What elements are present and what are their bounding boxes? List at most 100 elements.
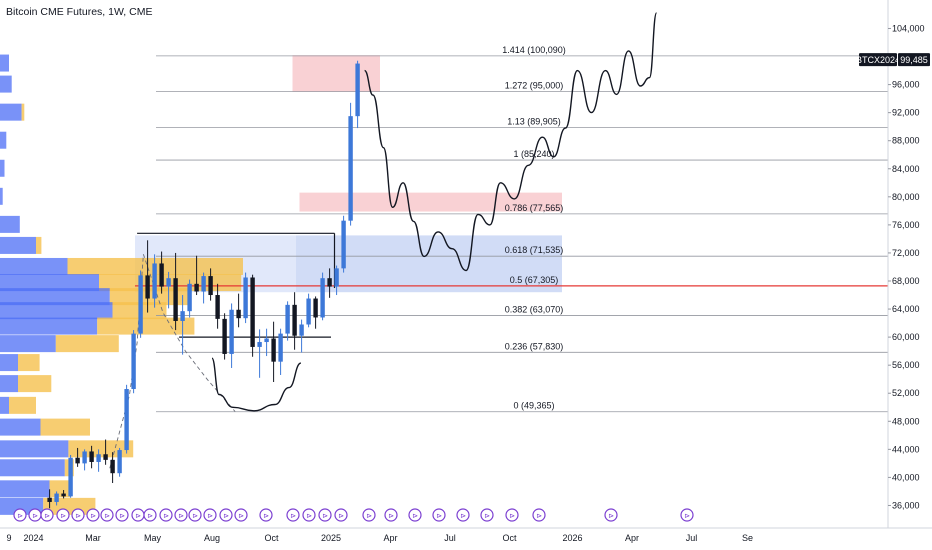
supply-zone-0 [292,55,380,92]
event-marker[interactable]: ⊳ [28,508,42,522]
event-marker[interactable]: ⊳ [362,508,376,522]
event-marker[interactable]: ⊳ [384,508,398,522]
event-marker[interactable]: ⊳ [532,508,546,522]
candle-body [96,454,101,462]
fib-label-1.272: 1.272 (95,000) [505,81,564,91]
chart-title: Bitcoin CME Futures, 1W, CME [6,6,153,18]
profile-bar-yellow [97,317,195,335]
candle-body [257,342,262,347]
event-marker[interactable]: ⊳ [680,508,694,522]
event-marker[interactable]: ⊳ [131,508,145,522]
event-marker[interactable]: ⊳ [505,508,519,522]
x-tick-label: Oct [264,533,279,543]
event-marker[interactable]: ⊳ [203,508,217,522]
event-marker[interactable]: ⊳ [188,508,202,522]
event-marker-symbol: ⊳ [290,512,296,520]
profile-bar-blue [0,257,68,275]
event-marker[interactable]: ⊳ [432,508,446,522]
x-tick-label: 2025 [321,533,341,543]
event-marker-symbol: ⊳ [44,512,50,520]
y-tick-label: 76,000 [892,220,920,230]
candle-body [355,63,360,117]
event-marker[interactable]: ⊳ [259,508,273,522]
event-marker[interactable]: ⊳ [40,508,54,522]
event-marker-symbol: ⊳ [608,512,614,520]
event-marker[interactable]: ⊳ [115,508,129,522]
event-marker[interactable]: ⊳ [302,508,316,522]
candle-body [194,283,199,292]
candle-body [313,298,318,318]
x-tick-label: May [144,533,162,543]
candle-body [75,457,80,464]
profile-bar-yellow [21,103,25,121]
event-marker-symbol: ⊳ [412,512,418,520]
event-marker[interactable]: ⊳ [13,508,27,522]
event-marker[interactable]: ⊳ [234,508,248,522]
event-marker-symbol: ⊳ [75,512,81,520]
profile-bar-yellow [109,288,191,306]
candle-body [124,389,129,451]
candle-body [89,451,94,462]
event-marker[interactable]: ⊳ [219,508,233,522]
candle-body [299,324,304,336]
candle-body [110,459,115,474]
profile-bar-yellow [49,480,72,498]
x-tick-label: Oct [502,533,517,543]
event-marker[interactable]: ⊳ [56,508,70,522]
event-marker[interactable]: ⊳ [159,508,173,522]
profile-bar-yellow [9,396,36,414]
profile-bar-blue [0,354,18,372]
profile-bar-blue [0,396,9,414]
event-marker[interactable]: ⊳ [334,508,348,522]
profile-bar-yellow [40,418,90,436]
profile-bar-yellow [18,354,40,372]
profile-bar-blue [0,480,50,498]
candle-body [222,318,227,354]
event-marker[interactable]: ⊳ [143,508,157,522]
event-marker-symbol: ⊳ [207,512,213,520]
candle-body [152,263,157,299]
profile-bar-blue [0,54,9,72]
profile-bar-blue [0,459,65,477]
event-marker-symbol: ⊳ [104,512,110,520]
candle-body [166,278,171,287]
event-marker-symbol: ⊳ [684,512,690,520]
last-price-tag: 99,485 [898,53,930,67]
candle-body [68,457,73,497]
x-tick-label: Jul [444,533,456,543]
candle-body [250,277,255,347]
event-marker[interactable]: ⊳ [71,508,85,522]
y-tick-label: 92,000 [892,108,920,118]
event-marker[interactable]: ⊳ [480,508,494,522]
event-marker[interactable]: ⊳ [86,508,100,522]
event-marker[interactable]: ⊳ [286,508,300,522]
event-marker[interactable]: ⊳ [100,508,114,522]
candle-body [159,263,164,287]
y-tick-label: 88,000 [892,136,920,146]
y-tick-label: 96,000 [892,80,920,90]
event-marker[interactable]: ⊳ [318,508,332,522]
fib-levels: 1.414 (100,090) 1.272 (95,000) 1.13 (89,90… [156,45,888,413]
event-marker-symbol: ⊳ [119,512,125,520]
candle-body [187,283,192,312]
candle-body [131,333,136,390]
y-tick-label: 84,000 [892,164,920,174]
event-marker-symbol: ⊳ [366,512,372,520]
event-marker[interactable]: ⊳ [408,508,422,522]
candle-body [82,451,87,464]
event-marker[interactable]: ⊳ [456,508,470,522]
candle-body [341,220,346,269]
profile-bar-blue [0,131,7,149]
candle-body [306,298,311,325]
candle-body [229,309,234,354]
candle-body [264,338,269,343]
profile-bar-yellow [36,236,42,254]
y-tick-label: 44,000 [892,444,920,454]
event-marker[interactable]: ⊳ [604,508,618,522]
event-marker-symbol: ⊳ [223,512,229,520]
symbol-tag: BTCX2024 [856,53,900,67]
y-tick-label: 80,000 [892,192,920,202]
event-marker[interactable]: ⊳ [174,508,188,522]
event-marker-symbol: ⊳ [484,512,490,520]
